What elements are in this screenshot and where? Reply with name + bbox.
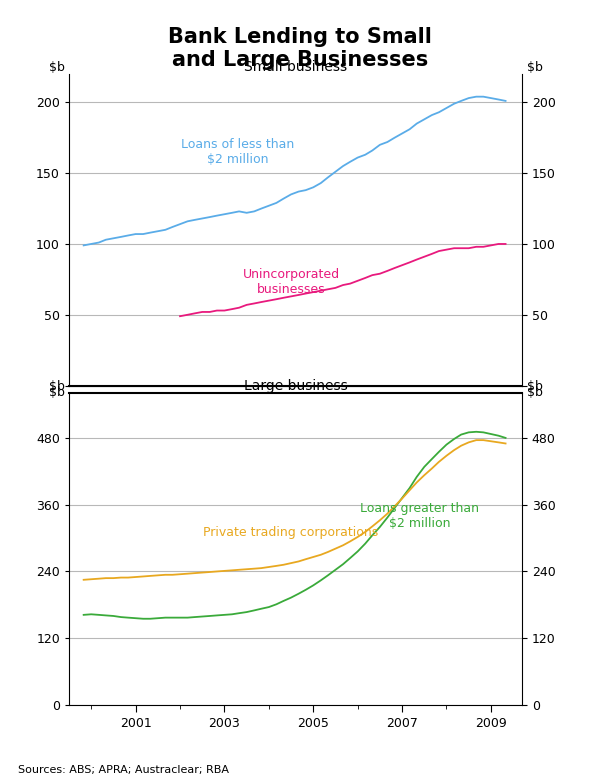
Text: $b: $b — [527, 380, 542, 393]
Text: Bank Lending to Small
and Large Businesses: Bank Lending to Small and Large Business… — [168, 27, 432, 70]
Text: Private trading corporations: Private trading corporations — [203, 526, 379, 539]
Text: $b: $b — [49, 380, 64, 393]
Text: Loans of less than
$2 million: Loans of less than $2 million — [181, 138, 295, 166]
Text: Sources: ABS; APRA; Austraclear; RBA: Sources: ABS; APRA; Austraclear; RBA — [18, 765, 229, 775]
Text: $b: $b — [49, 61, 64, 74]
Text: Unincorporated
businesses: Unincorporated businesses — [242, 268, 340, 296]
Text: Loans greater than
$2 million: Loans greater than $2 million — [361, 502, 479, 530]
Text: Small business: Small business — [244, 60, 347, 74]
Text: $b: $b — [527, 386, 542, 399]
Text: $b: $b — [49, 386, 64, 399]
Text: Large business: Large business — [244, 379, 347, 393]
Text: $b: $b — [527, 61, 542, 74]
